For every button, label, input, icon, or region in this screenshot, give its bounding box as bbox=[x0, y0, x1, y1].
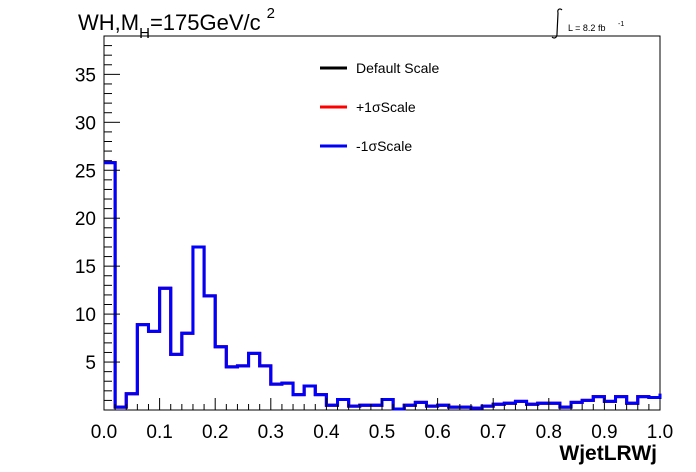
legend-label: +1σScale bbox=[356, 99, 416, 115]
legend-label: -1σScale bbox=[356, 138, 412, 154]
y-tick-label: 30 bbox=[75, 113, 96, 134]
chart-title-superscript: 2 bbox=[267, 5, 275, 22]
x-tick-label: 0.8 bbox=[536, 422, 562, 443]
x-tick-label: 0.2 bbox=[202, 422, 228, 443]
luminosity-superscript: -1 bbox=[618, 21, 624, 28]
series-layer bbox=[104, 161, 662, 411]
legend-entry: -1σScale bbox=[320, 138, 412, 154]
legend-entry: Default Scale bbox=[320, 60, 439, 76]
x-tick-label: 0.5 bbox=[369, 422, 395, 443]
x-tick-label: 0.1 bbox=[146, 422, 172, 443]
luminosity-text: L = 8.2 fb bbox=[568, 23, 605, 33]
y-tick-label: 35 bbox=[75, 65, 96, 86]
y-tick-label: 25 bbox=[75, 161, 96, 182]
integral-sign-icon bbox=[551, 8, 563, 39]
chart-title-subscript: H bbox=[139, 25, 150, 42]
legend: Default Scale +1σScale -1σScale bbox=[320, 60, 439, 154]
x-tick-label: 0.3 bbox=[258, 422, 284, 443]
x-tick-label: 0.4 bbox=[313, 422, 340, 443]
y-tick-label: 20 bbox=[75, 209, 96, 230]
series-line-0 bbox=[104, 161, 662, 411]
legend-label: Default Scale bbox=[356, 60, 439, 76]
x-tick-label: 1.0 bbox=[647, 422, 673, 443]
x-tick-label: 0.0 bbox=[91, 422, 117, 443]
x-axis: 0.0 0.1 0.2 0.3 0.4 0.5 0.6 0.7 0.8 0.9 1.0 bbox=[91, 398, 673, 443]
legend-entry: +1σScale bbox=[320, 99, 416, 115]
chart-title: WH,MH=175GeV/c 2 bbox=[78, 5, 275, 42]
plot-frame bbox=[103, 35, 661, 411]
y-tick-label: 15 bbox=[75, 257, 96, 278]
y-axis: 5 10 15 20 25 30 35 bbox=[75, 45, 120, 401]
luminosity-label: L = 8.2 fb -1 bbox=[551, 8, 624, 39]
series-line-1 bbox=[104, 161, 662, 411]
x-tick-label: 0.7 bbox=[480, 422, 506, 443]
x-tick-label: 0.9 bbox=[591, 422, 617, 443]
x-axis-title: WjetLRWj bbox=[559, 442, 657, 465]
x-tick-label: 0.6 bbox=[424, 422, 450, 443]
series-line-2 bbox=[104, 161, 662, 411]
y-tick-label: 10 bbox=[75, 305, 96, 326]
y-tick-label: 5 bbox=[85, 353, 96, 374]
